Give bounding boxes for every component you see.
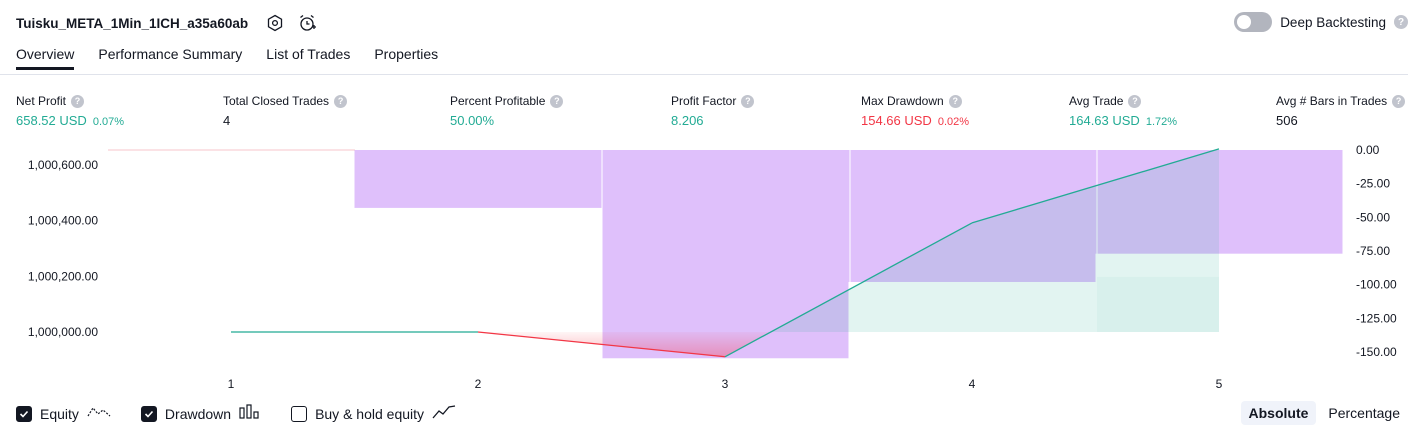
tab-properties[interactable]: Properties — [374, 46, 439, 62]
right-axis-tick-label: -150.00 — [1356, 345, 1397, 359]
equity-line-segment — [724, 222, 973, 358]
x-axis-tick-label: 4 — [969, 377, 976, 391]
metric-value: 4 — [223, 113, 231, 128]
metric-label: Net Profit — [16, 94, 67, 108]
percentage-button[interactable]: Percentage — [1328, 405, 1400, 421]
right-axis-tick-label: -25.00 — [1356, 177, 1390, 191]
tab-overview[interactable]: Overview — [16, 46, 75, 70]
help-icon[interactable]: ? — [1128, 94, 1142, 108]
metric-label: Avg # Bars in Trades — [1276, 94, 1388, 108]
drawdown-bar — [601, 150, 849, 359]
metric-value: 50.00% — [450, 113, 495, 128]
report-tabs: Overview Performance Summary List of Tra… — [16, 46, 438, 70]
help-icon[interactable]: ? — [741, 94, 755, 108]
metric-sub: 0.02% — [937, 116, 970, 128]
absolute-button[interactable]: Absolute — [1240, 401, 1317, 425]
left-axis-tick-label: 1,000,200.00 — [28, 269, 98, 283]
help-icon[interactable]: ? — [1392, 94, 1406, 108]
help-icon[interactable]: ? — [550, 94, 564, 108]
left-axis-tick-label: 1,000,600.00 — [28, 158, 98, 172]
left-axis-tick-label: 1,000,400.00 — [28, 214, 98, 228]
x-axis-tick-label: 3 — [722, 377, 729, 391]
metric-sub: 1.72% — [1145, 116, 1178, 128]
drawdown-bar — [1095, 150, 1343, 254]
right-axis-tick-label: -100.00 — [1356, 278, 1397, 292]
equity-line-icon — [87, 404, 111, 423]
equity-checkbox[interactable] — [16, 405, 32, 422]
deep-backtesting-label: Deep Backtesting — [1280, 14, 1386, 30]
left-axis-tick-label: 1,000,000.00 — [28, 325, 98, 339]
right-axis-tick-label: -50.00 — [1356, 210, 1390, 224]
equity-loss-fill — [478, 332, 771, 357]
tabs-divider — [0, 74, 1408, 75]
tab-performance-summary[interactable]: Performance Summary — [98, 46, 243, 62]
metric-label: Profit Factor — [671, 94, 737, 108]
metric-percent-profitable: Percent Profitable? 50.00% — [450, 94, 564, 128]
metric-avg-trade: Avg Trade? 164.63 USD 1.72% — [1069, 94, 1177, 128]
deep-backtesting: Deep Backtesting ? — [1234, 12, 1408, 32]
metric-value: 8.206 — [671, 113, 704, 128]
metric-label: Max Drawdown — [861, 94, 944, 108]
x-axis-tick-label: 1 — [228, 377, 235, 391]
metric-max-drawdown: Max Drawdown? 154.66 USD 0.02% — [861, 94, 969, 128]
buy-hold-line-icon — [432, 404, 456, 423]
metric-total-closed-trades: Total Closed Trades? 4 — [223, 94, 348, 128]
metric-net-profit: Net Profit? 658.52 USD 0.07% — [16, 94, 124, 128]
x-axis-tick-label: 2 — [475, 377, 482, 391]
help-icon[interactable]: ? — [948, 94, 962, 108]
chart-legend: Equity Drawdown Buy & hold equity — [16, 404, 456, 423]
alarm-clock-plus-icon[interactable] — [296, 12, 318, 34]
help-icon[interactable]: ? — [1394, 15, 1408, 29]
legend-buy-hold-equity[interactable]: Buy & hold equity — [291, 404, 456, 423]
metric-label: Avg Trade — [1069, 94, 1124, 108]
strategy-name: Tuisku_META_1Min_1ICH_a35a60ab — [16, 15, 249, 31]
right-axis-tick-label: -75.00 — [1356, 244, 1390, 258]
equity-gain-fill — [770, 148, 1219, 332]
legend-label: Drawdown — [164, 405, 232, 422]
right-axis-tick-label: -125.00 — [1356, 311, 1397, 325]
x-axis-tick-label: 5 — [1216, 377, 1223, 391]
metric-profit-factor: Profit Factor? 8.206 — [671, 94, 755, 128]
right-axis-tick-label: 0.00 — [1356, 143, 1380, 157]
settings-hex-icon[interactable] — [264, 12, 286, 34]
metric-value: 658.52 USD — [16, 113, 87, 128]
scale-mode: Absolute Percentage — [1240, 401, 1409, 425]
drawdown-bar — [848, 150, 1096, 282]
metric-value: 506 — [1276, 113, 1298, 128]
help-icon[interactable]: ? — [334, 94, 348, 108]
metric-value: 154.66 USD — [861, 113, 932, 128]
metric-sub: 0.07% — [92, 116, 125, 128]
strategy-header: Tuisku_META_1Min_1ICH_a35a60ab — [16, 10, 318, 36]
buy-hold-checkbox[interactable] — [291, 405, 308, 422]
equity-gain-step — [1097, 276, 1219, 332]
legend-equity[interactable]: Equity — [16, 404, 111, 423]
legend-drawdown[interactable]: Drawdown — [140, 404, 261, 423]
tab-list-of-trades[interactable]: List of Trades — [266, 46, 351, 62]
deep-backtesting-toggle[interactable] — [1234, 12, 1273, 32]
equity-line-segment — [477, 331, 726, 358]
drawdown-bars-icon — [239, 404, 261, 423]
legend-label: Buy & hold equity — [315, 405, 425, 422]
drawdown-bar — [354, 150, 602, 208]
metric-avg-bars-in-trades: Avg # Bars in Trades? 506 — [1276, 94, 1406, 128]
drawdown-checkbox[interactable] — [140, 405, 157, 422]
equity-line-segment — [971, 148, 1220, 224]
metric-label: Percent Profitable — [450, 94, 546, 108]
metric-label: Total Closed Trades — [223, 94, 330, 108]
legend-label: Equity — [40, 405, 79, 422]
help-icon[interactable]: ? — [71, 94, 85, 108]
metric-value: 164.63 USD — [1069, 113, 1140, 128]
